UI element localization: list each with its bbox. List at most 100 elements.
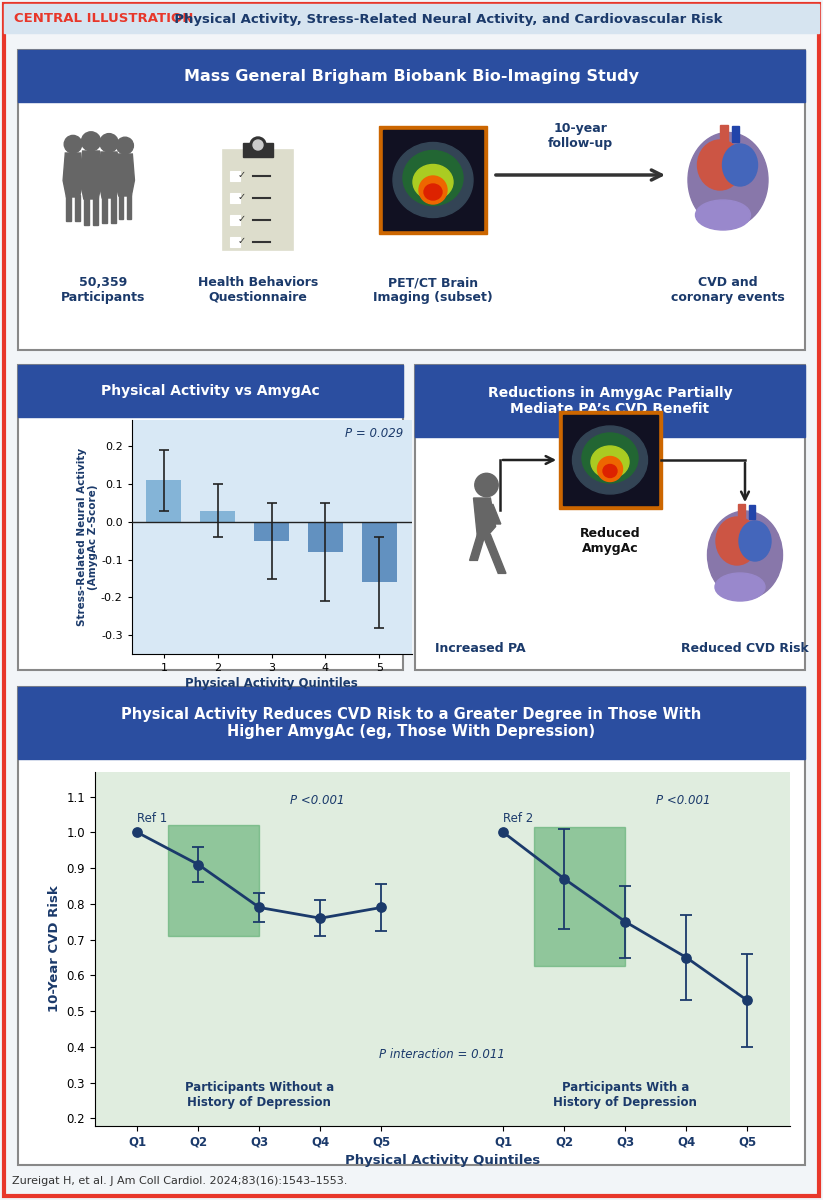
Text: ✓: ✓ bbox=[238, 236, 246, 246]
Polygon shape bbox=[127, 194, 132, 220]
Polygon shape bbox=[111, 196, 116, 223]
Text: Reductions in AmygAᴄ Partially
Mediate PA’s CVD Benefit: Reductions in AmygAᴄ Partially Mediate P… bbox=[488, 386, 732, 416]
Bar bbox=[168, 826, 259, 936]
X-axis label: Physical Activity Quintiles: Physical Activity Quintiles bbox=[345, 1154, 540, 1166]
Text: PET/CT Brain
Imaging (subset): PET/CT Brain Imaging (subset) bbox=[373, 276, 493, 304]
Bar bbox=[362, 522, 397, 582]
Bar bbox=[720, 125, 728, 145]
Circle shape bbox=[64, 136, 81, 152]
Circle shape bbox=[100, 133, 119, 152]
Bar bbox=[223, 150, 293, 250]
Polygon shape bbox=[75, 194, 80, 221]
Bar bbox=[254, 522, 289, 541]
Ellipse shape bbox=[695, 200, 751, 230]
Circle shape bbox=[250, 137, 266, 152]
Ellipse shape bbox=[419, 176, 447, 204]
Bar bbox=[4, 4, 819, 32]
Ellipse shape bbox=[393, 143, 473, 217]
Text: Physical Activity, Stress-Related Neural Activity, and Cardiovascular Risk: Physical Activity, Stress-Related Neural… bbox=[165, 12, 723, 25]
Bar bbox=[738, 504, 745, 522]
Ellipse shape bbox=[688, 132, 768, 228]
Text: 50,359
Participants: 50,359 Participants bbox=[61, 276, 145, 304]
Ellipse shape bbox=[573, 426, 648, 494]
Point bbox=[619, 912, 632, 931]
Point bbox=[192, 854, 205, 874]
Text: Participants Without a
History of Depression: Participants Without a History of Depres… bbox=[184, 1081, 334, 1109]
Text: CVD and
coronary events: CVD and coronary events bbox=[671, 276, 785, 304]
Text: Reduced
AmygAᴄ: Reduced AmygAᴄ bbox=[579, 527, 640, 554]
Text: 10-year
follow-up: 10-year follow-up bbox=[548, 122, 613, 150]
Ellipse shape bbox=[698, 140, 742, 190]
Point bbox=[497, 823, 510, 842]
Ellipse shape bbox=[424, 184, 442, 200]
Ellipse shape bbox=[591, 446, 629, 478]
Polygon shape bbox=[482, 534, 506, 574]
Bar bbox=[230, 236, 240, 247]
Text: P interaction = 0.011: P interaction = 0.011 bbox=[379, 1048, 505, 1061]
Ellipse shape bbox=[413, 164, 453, 199]
Y-axis label: Stress-Related Neural Activity
(AmygAᴄ Z-Score): Stress-Related Neural Activity (AmygAᴄ Z… bbox=[77, 448, 98, 626]
Text: Physical Activity vs AmygAᴄ: Physical Activity vs AmygAᴄ bbox=[101, 384, 320, 398]
Circle shape bbox=[253, 140, 263, 150]
Bar bbox=[559, 410, 662, 509]
Text: ✓: ✓ bbox=[238, 170, 246, 180]
Bar bbox=[379, 126, 487, 234]
Bar bbox=[18, 365, 403, 416]
Text: CENTRAL ILLUSTRATION: CENTRAL ILLUSTRATION bbox=[14, 12, 193, 25]
Bar bbox=[563, 415, 658, 505]
Ellipse shape bbox=[597, 456, 622, 481]
Bar bbox=[146, 480, 181, 522]
Bar bbox=[749, 505, 755, 518]
Text: Physical Activity Reduces CVD Risk to a Greater Degree in Those With
Higher Amyg: Physical Activity Reduces CVD Risk to a … bbox=[121, 707, 702, 739]
Text: P <0.001: P <0.001 bbox=[290, 794, 344, 808]
Polygon shape bbox=[470, 534, 486, 560]
Point bbox=[558, 869, 571, 888]
Bar bbox=[18, 686, 805, 758]
Bar bbox=[18, 50, 805, 350]
Bar bbox=[230, 215, 240, 226]
Polygon shape bbox=[486, 504, 501, 524]
Point bbox=[374, 898, 388, 917]
Ellipse shape bbox=[603, 464, 617, 478]
Ellipse shape bbox=[403, 150, 463, 205]
Point bbox=[131, 823, 144, 842]
Text: Ref 2: Ref 2 bbox=[504, 812, 533, 826]
Text: Ref 1: Ref 1 bbox=[137, 812, 168, 826]
Bar bbox=[732, 126, 739, 142]
Text: P <0.001: P <0.001 bbox=[656, 794, 710, 808]
Polygon shape bbox=[67, 194, 71, 221]
Bar bbox=[200, 510, 235, 522]
Text: ✓: ✓ bbox=[238, 192, 246, 202]
Text: Participants With a
History of Depression: Participants With a History of Depressio… bbox=[553, 1081, 697, 1109]
Bar bbox=[383, 130, 483, 230]
Point bbox=[680, 948, 693, 967]
Ellipse shape bbox=[708, 511, 783, 599]
Point bbox=[314, 908, 327, 928]
Bar bbox=[415, 365, 805, 437]
Ellipse shape bbox=[723, 144, 757, 186]
Polygon shape bbox=[63, 152, 83, 197]
Polygon shape bbox=[84, 197, 89, 226]
Text: P = 0.029: P = 0.029 bbox=[345, 427, 403, 440]
Bar bbox=[230, 170, 240, 181]
Circle shape bbox=[475, 473, 498, 497]
Polygon shape bbox=[473, 498, 495, 538]
Y-axis label: 10-Year CVD Risk: 10-Year CVD Risk bbox=[48, 886, 61, 1012]
Polygon shape bbox=[102, 196, 107, 223]
Point bbox=[741, 991, 754, 1010]
Polygon shape bbox=[80, 151, 102, 199]
Bar bbox=[230, 193, 240, 203]
Bar bbox=[415, 365, 805, 670]
Ellipse shape bbox=[716, 517, 758, 565]
Text: Health Behaviors
Questionnaire: Health Behaviors Questionnaire bbox=[198, 276, 319, 304]
Text: Reduced CVD Risk: Reduced CVD Risk bbox=[681, 642, 809, 654]
Ellipse shape bbox=[739, 521, 771, 560]
Circle shape bbox=[81, 132, 100, 151]
Ellipse shape bbox=[715, 572, 765, 601]
Point bbox=[253, 898, 266, 917]
Bar bbox=[243, 143, 273, 157]
Text: Zureigat H, et al. J Am Coll Cardiol. 2024;83(16):1543–1553.: Zureigat H, et al. J Am Coll Cardiol. 20… bbox=[12, 1176, 347, 1186]
Ellipse shape bbox=[582, 433, 638, 482]
Bar bbox=[18, 365, 403, 670]
Bar bbox=[534, 827, 625, 966]
